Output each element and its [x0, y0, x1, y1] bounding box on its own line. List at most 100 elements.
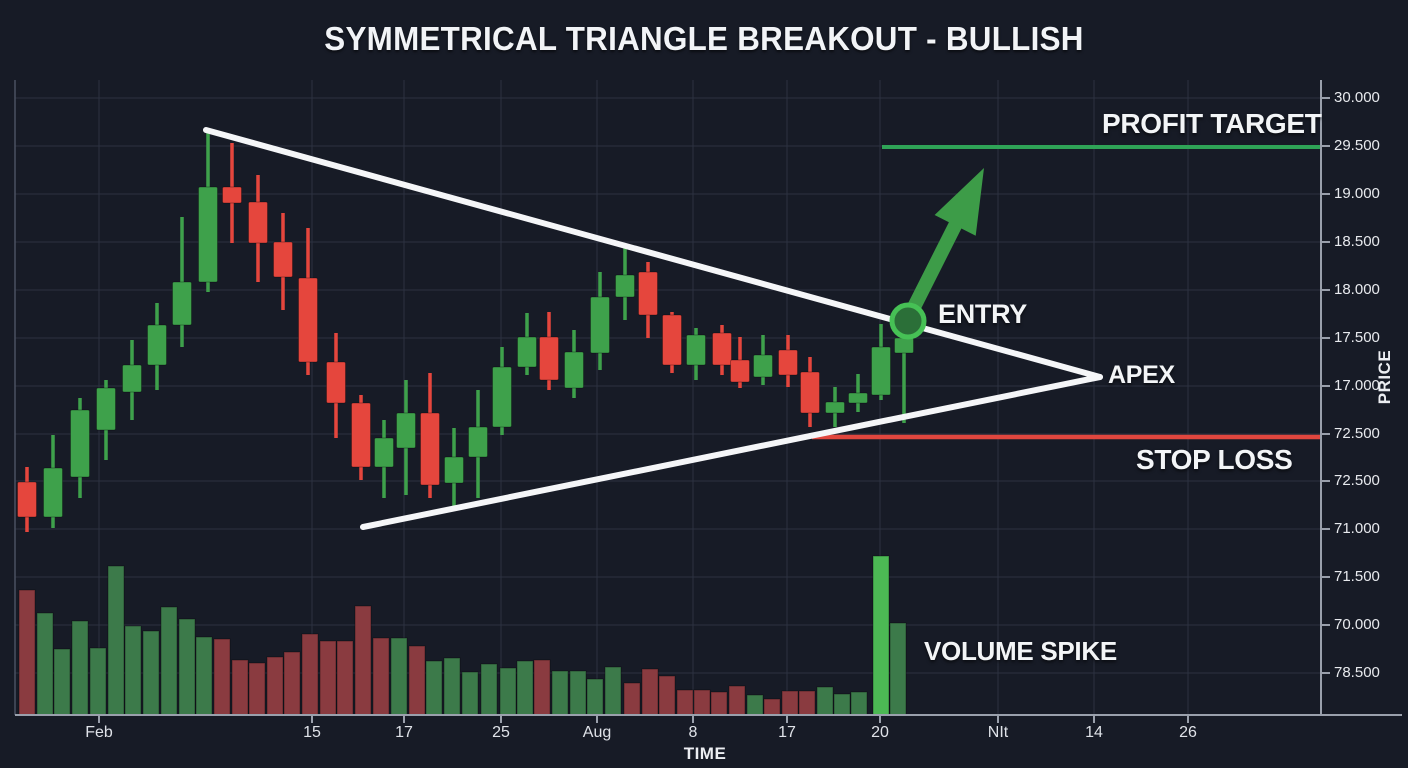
candle-body: [43, 467, 63, 518]
stop-loss-label: STOP LOSS: [1136, 444, 1293, 475]
time-tick-label: 20: [871, 724, 889, 741]
volume-bar: [107, 565, 125, 716]
candle-body: [198, 186, 218, 283]
volume-bar: [248, 662, 266, 716]
candle-body: [539, 336, 559, 381]
volume-bar: [283, 651, 301, 716]
profit-target-label: PROFIT TARGET: [1102, 108, 1322, 139]
volume-bar: [195, 636, 213, 716]
candle-body: [730, 359, 750, 383]
candle-body: [753, 354, 773, 378]
volume-bar: [781, 690, 799, 716]
time-tick-label: 25: [492, 724, 510, 741]
time-tick-label: 8: [688, 724, 698, 741]
candle-body: [351, 402, 371, 468]
volume-bar: [569, 670, 587, 716]
candle-body: [444, 456, 464, 484]
candle-body: [712, 332, 732, 366]
volume-bar: [604, 666, 622, 716]
volume-bar: [53, 648, 71, 716]
time-tick-label: Aug: [582, 724, 612, 741]
candle-body: [638, 271, 658, 316]
candle-body: [517, 336, 537, 368]
volume-bar: [533, 659, 551, 716]
volume-bar: [710, 691, 728, 716]
volume-bar: [693, 689, 711, 716]
volume-bar: [231, 659, 249, 716]
candle-body: [374, 437, 394, 468]
time-tick-label: 17: [395, 724, 413, 741]
entry-label: ENTRY: [938, 299, 1028, 329]
candle-body: [420, 412, 440, 486]
volume-bar: [319, 640, 337, 716]
volume-bar: [178, 618, 196, 716]
breakout-arrow: [901, 168, 984, 323]
candle-body: [122, 364, 142, 393]
volume-bar: [213, 638, 231, 716]
price-tick-label: 30.000: [1334, 89, 1380, 106]
volume-bar: [336, 640, 354, 716]
volume-bar: [728, 685, 746, 716]
price-tick-label: 19.000: [1334, 185, 1380, 202]
candle-body: [172, 281, 192, 326]
time-tick-label: 15: [303, 724, 321, 741]
candle-body: [222, 186, 242, 204]
price-tick-label: 17.000: [1334, 377, 1380, 394]
upper-trendline: [203, 127, 1103, 380]
entry-marker: [889, 302, 927, 340]
price-tick-label: 17.500: [1334, 329, 1380, 346]
price-tick-label: 78.500: [1334, 664, 1380, 681]
price-tick-label: 70.000: [1334, 616, 1380, 633]
candle-body: [248, 201, 268, 244]
volume-bar: [408, 645, 426, 716]
candle-body: [147, 324, 167, 366]
candle-body: [396, 412, 416, 449]
time-tick-label: Feb: [85, 724, 113, 741]
volume-bar: [623, 682, 641, 716]
volume-bar: [676, 689, 694, 716]
volume-bar: [18, 589, 36, 716]
candle-body: [96, 387, 116, 431]
time-tick-label: 14: [1085, 724, 1103, 741]
price-tick-label: 29.500: [1334, 137, 1380, 154]
volume-spike-label: VOLUME SPIKE: [924, 636, 1117, 666]
volume-bar: [889, 622, 907, 716]
candle-body: [70, 409, 90, 478]
candle-body: [468, 426, 488, 458]
candle-body: [492, 366, 512, 428]
candle-body: [662, 314, 682, 366]
candle-body: [564, 351, 584, 389]
volume-bar: [763, 698, 781, 716]
volume-bar: [586, 678, 604, 716]
time-axis-title: TIME: [683, 744, 727, 763]
volume-bar: [850, 691, 868, 716]
candle-body: [778, 349, 798, 376]
volume-bar: [142, 630, 160, 716]
candle-body: [825, 401, 845, 414]
volume-bar: [36, 612, 54, 716]
volume-bar: [499, 667, 517, 716]
volume-bar: [798, 690, 816, 716]
volume-bar: [89, 647, 107, 716]
time-tick-label: NIt: [987, 724, 1009, 741]
time-tick-label: 26: [1179, 724, 1197, 741]
volume-bar: [443, 657, 461, 716]
volume-bar: [390, 637, 408, 716]
candle-body: [894, 337, 914, 354]
volume-bar: [658, 675, 676, 716]
candle-body: [800, 371, 820, 414]
candle-body: [848, 392, 868, 404]
candle-body: [273, 241, 293, 278]
volume-bar: [480, 663, 498, 716]
volume-bar: [425, 660, 443, 716]
candle-body: [298, 277, 318, 363]
volume-bar: [354, 605, 372, 716]
volume-bar: [833, 693, 851, 716]
volume-bar: [71, 620, 89, 716]
price-tick-label: 18.000: [1334, 281, 1380, 298]
volume-bar: [746, 694, 764, 716]
volume-spike-bar: [872, 555, 890, 716]
candle-body: [17, 481, 37, 518]
